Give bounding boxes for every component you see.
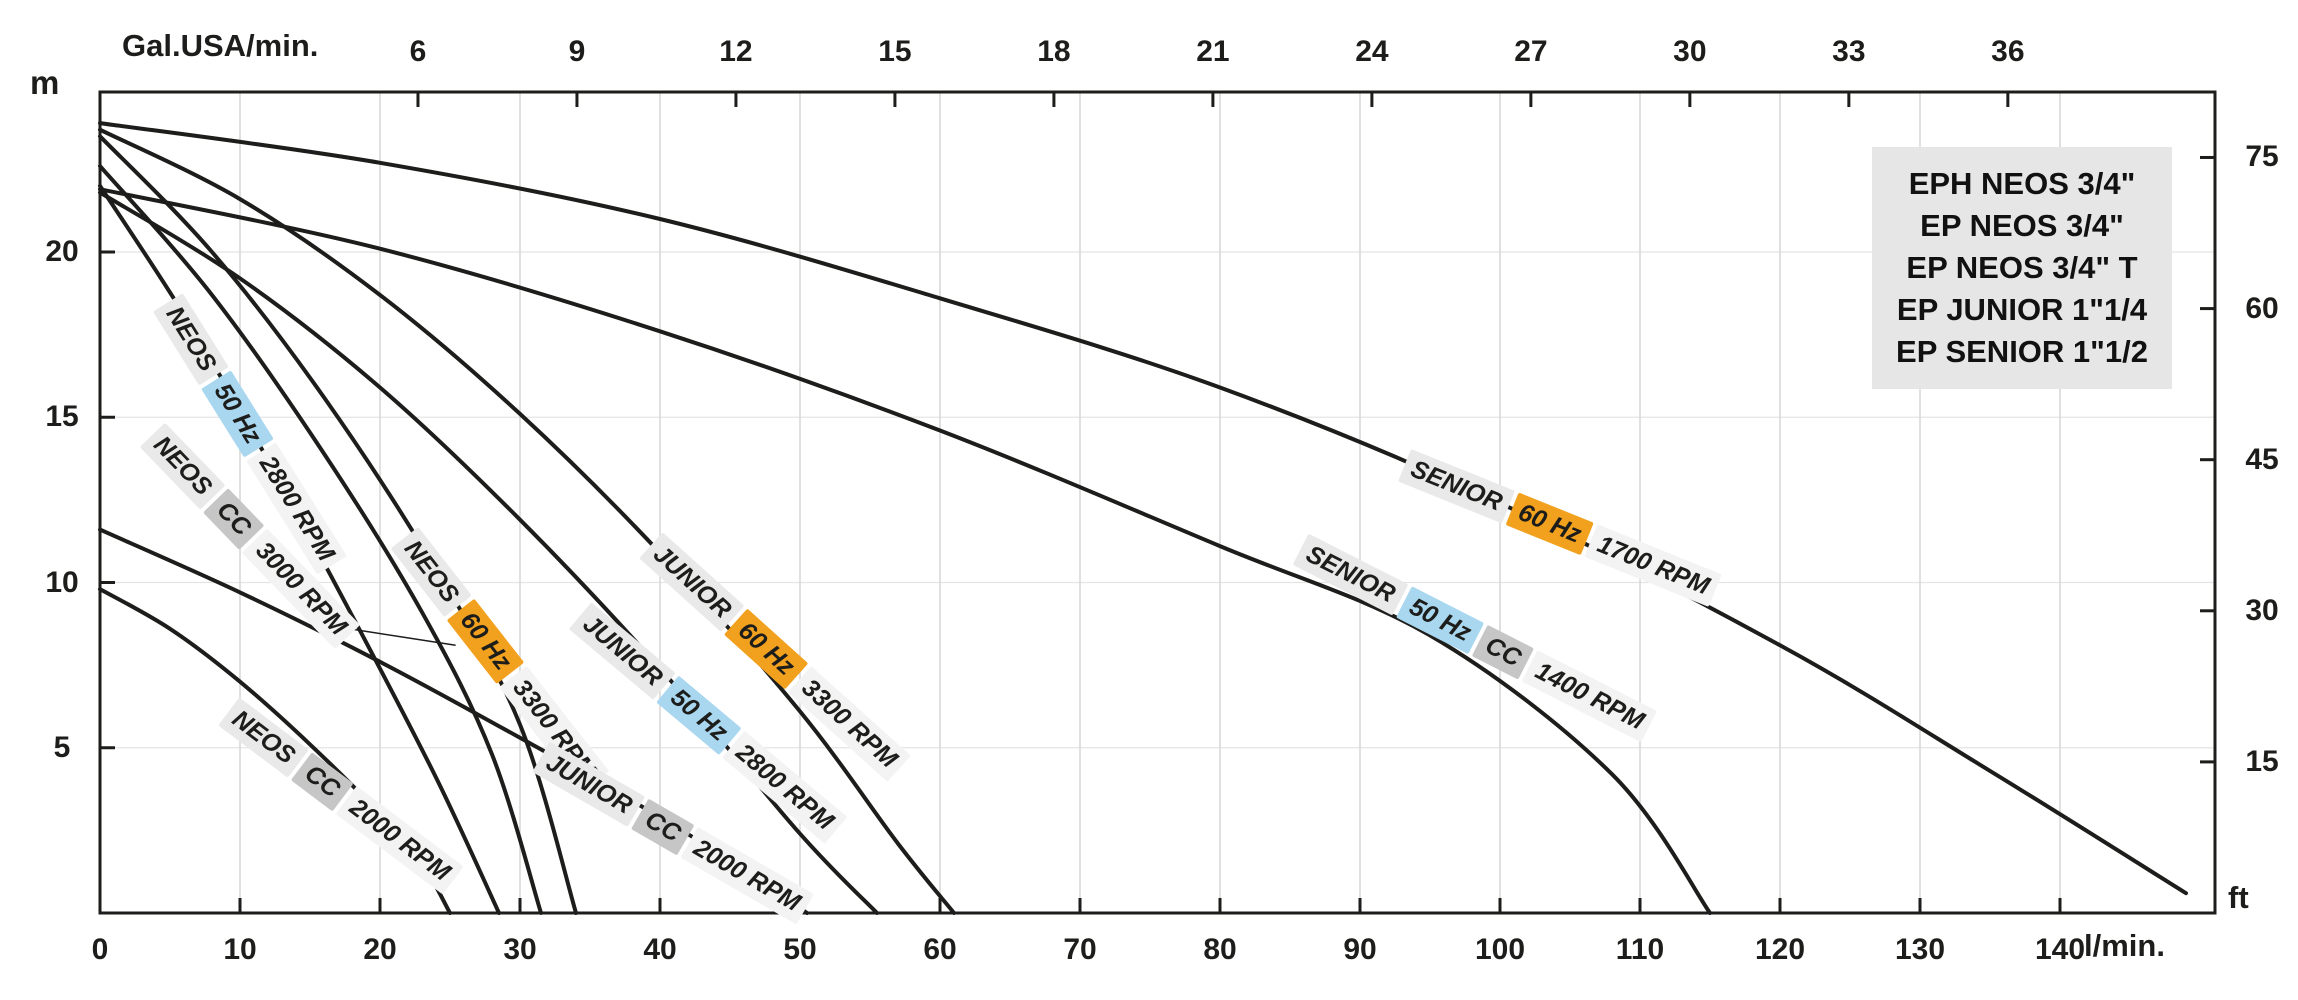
- right-axis-tick-label: 15: [2245, 744, 2279, 778]
- bottom-axis-tick-label: 70: [1063, 933, 1097, 966]
- right-axis-unit-label: ft: [2228, 880, 2249, 915]
- legend-item: EP NEOS 3/4" T: [1906, 250, 2138, 285]
- bottom-axis-tick-label: 130: [1894, 933, 1946, 966]
- legend-box: EPH NEOS 3/4" EP NEOS 3/4" EP NEOS 3/4" T E…: [1872, 147, 2172, 389]
- curve-neos-cc-3000: [98, 164, 543, 915]
- curve-neos-50hz: [98, 183, 501, 915]
- top-axis-tick-label: 24: [1355, 35, 1389, 68]
- top-axis-tick-label: 27: [1514, 35, 1548, 68]
- top-axis-tick-label: 15: [878, 35, 912, 68]
- right-axis-tick-label: 45: [2245, 442, 2279, 476]
- legend-item: EP JUNIOR 1"1/4: [1896, 292, 2148, 327]
- legend-item: EPH NEOS 3/4": [1908, 166, 2136, 201]
- legend-item: EP SENIOR 1"1/2: [1896, 334, 2148, 369]
- legend-items: EPH NEOS 3/4" EP NEOS 3/4" EP NEOS 3/4" T E…: [1880, 163, 2164, 373]
- label-leader-line: [349, 628, 456, 647]
- legend-item: EP NEOS 3/4": [1920, 208, 2124, 243]
- bottom-axis-tick-label: 10: [223, 933, 257, 966]
- curve-neos-60hz: [98, 134, 578, 915]
- left-axis-tick-label: 5: [53, 730, 71, 764]
- left-axis-tick-label: 20: [45, 235, 79, 268]
- bottom-axis-tick-label: 20: [363, 933, 397, 966]
- plot-frame: [98, 90, 2217, 915]
- bottom-axis-tick-label: 50: [783, 933, 817, 966]
- bottom-axis-tick-label: 110: [1615, 933, 1665, 966]
- right-axis-tick-label: 60: [2245, 291, 2279, 325]
- top-axis-unit-label: Gal.USA/min.: [122, 28, 319, 63]
- top-axis-tick-label: 12: [719, 35, 753, 68]
- left-axis-unit-label: m: [30, 64, 60, 101]
- top-axis-tick-label: 36: [1991, 35, 2025, 68]
- curve-junior-50hz: [98, 190, 879, 915]
- bottom-axis-tick-label: 30: [503, 933, 537, 966]
- curve-junior-60hz: [98, 127, 956, 915]
- bottom-axis-tick-label: 120: [1754, 933, 1806, 966]
- curve-senior-60hz: [98, 121, 2188, 896]
- left-axis-tick-label: 10: [45, 565, 79, 599]
- top-axis-tick-label: 18: [1037, 35, 1071, 68]
- bottom-axis-tick-label: 100: [1474, 933, 1526, 966]
- bottom-axis-tick-label: 40: [643, 933, 677, 966]
- top-axis-tick-label: 6: [409, 35, 427, 68]
- bottom-axis-tick-label: 90: [1343, 933, 1377, 966]
- right-axis-tick-label: 75: [2245, 140, 2279, 174]
- bottom-axis-unit-label: l/min.: [2084, 928, 2165, 963]
- bottom-axis-tick-label: 60: [923, 933, 957, 966]
- bottom-axis-tick-label: 140: [2034, 933, 2086, 966]
- bottom-axis-tick-label: 80: [1203, 933, 1237, 966]
- top-axis-tick-label: 30: [1673, 35, 1707, 68]
- top-axis-tick-label: 33: [1832, 35, 1866, 68]
- bottom-axis-tick-label: 0: [91, 933, 109, 966]
- right-axis-tick-label: 30: [2245, 593, 2279, 627]
- top-axis-tick-label: 9: [568, 35, 586, 68]
- left-axis-tick-label: 15: [45, 400, 79, 434]
- top-axis-tick-label: 21: [1196, 35, 1230, 68]
- curve-senior-50hz-cc: [98, 187, 1712, 915]
